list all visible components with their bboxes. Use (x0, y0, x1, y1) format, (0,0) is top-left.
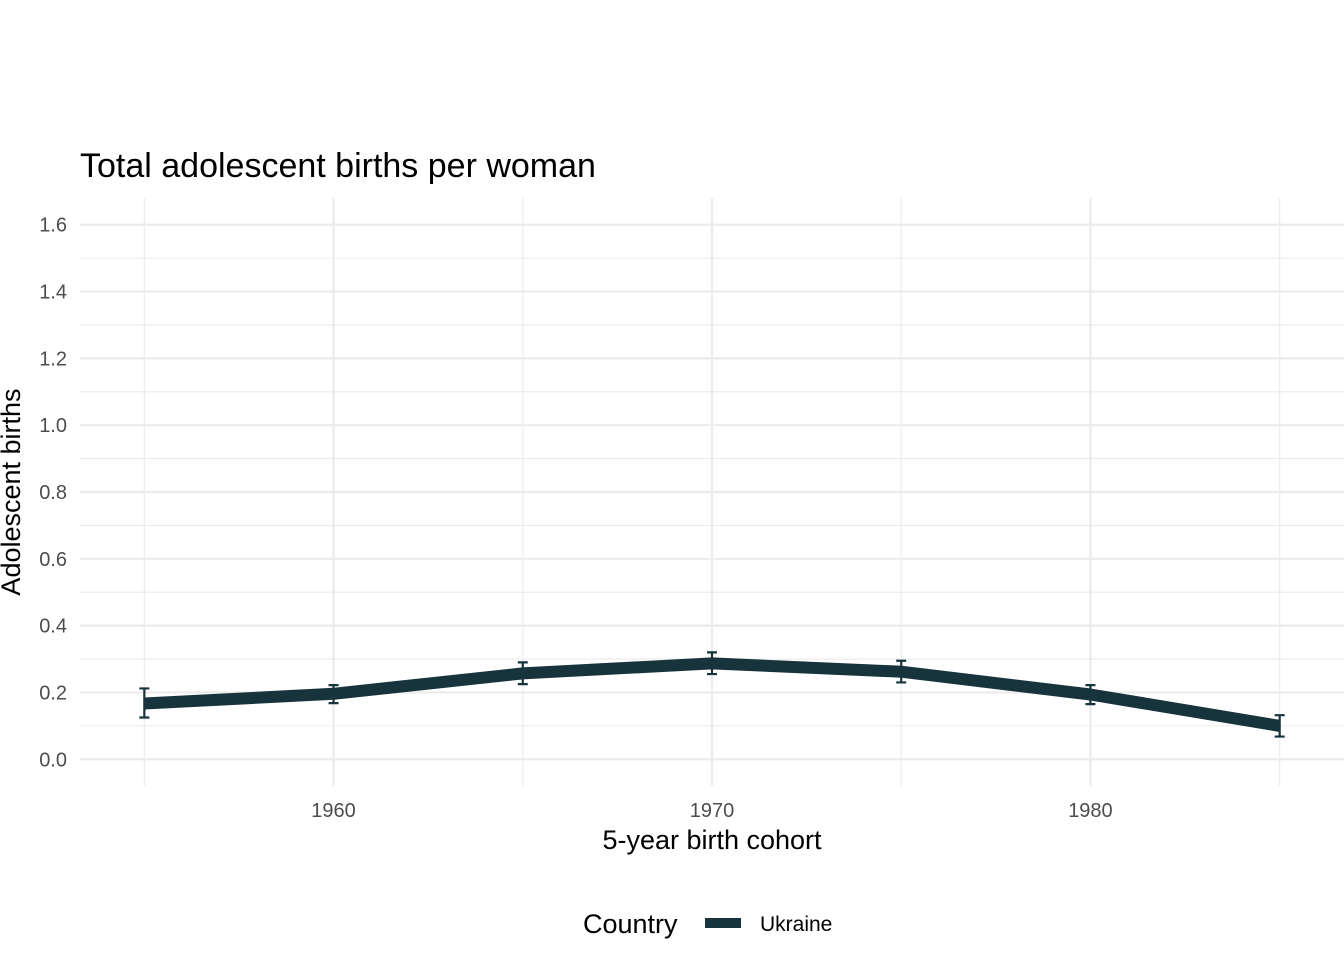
y-tick-label: 0.8 (39, 482, 67, 504)
y-tick-label: 0.2 (39, 682, 67, 704)
error-bar (1085, 684, 1096, 706)
legend-title: Country (583, 909, 678, 939)
y-tick-label: 0.0 (39, 749, 67, 771)
legend: Country Ukraine (583, 909, 832, 939)
y-tick-labels: 0.0 0.2 0.4 0.6 0.8 1.0 1.2 1.4 1.6 (39, 215, 67, 772)
error-bar (328, 684, 339, 705)
x-tick-label: 1960 (311, 800, 356, 822)
x-tick-label: 1980 (1068, 800, 1113, 822)
x-tick-labels: 1960 1970 1980 (311, 800, 1112, 822)
error-bar (896, 659, 907, 684)
x-tick-label: 1970 (690, 800, 735, 822)
y-tick-label: 0.6 (39, 549, 67, 571)
legend-label-ukraine: Ukraine (760, 913, 832, 936)
y-tick-label: 0.4 (39, 616, 67, 638)
error-bar (707, 651, 717, 676)
y-tick-label: 1.6 (39, 215, 67, 237)
chart-title: Total adolescent births per woman (80, 147, 596, 185)
y-axis-title: Adolescent births (0, 388, 26, 595)
y-tick-label: 1.0 (39, 415, 67, 437)
y-tick-label: 1.2 (39, 348, 67, 370)
error-bar (139, 687, 150, 719)
y-tick-label: 1.4 (39, 282, 67, 304)
error-bar (517, 661, 528, 686)
series-layer (139, 651, 1285, 738)
error-bar (1274, 714, 1285, 738)
x-axis-title: 5-year birth cohort (602, 825, 822, 855)
grid (80, 198, 1344, 786)
